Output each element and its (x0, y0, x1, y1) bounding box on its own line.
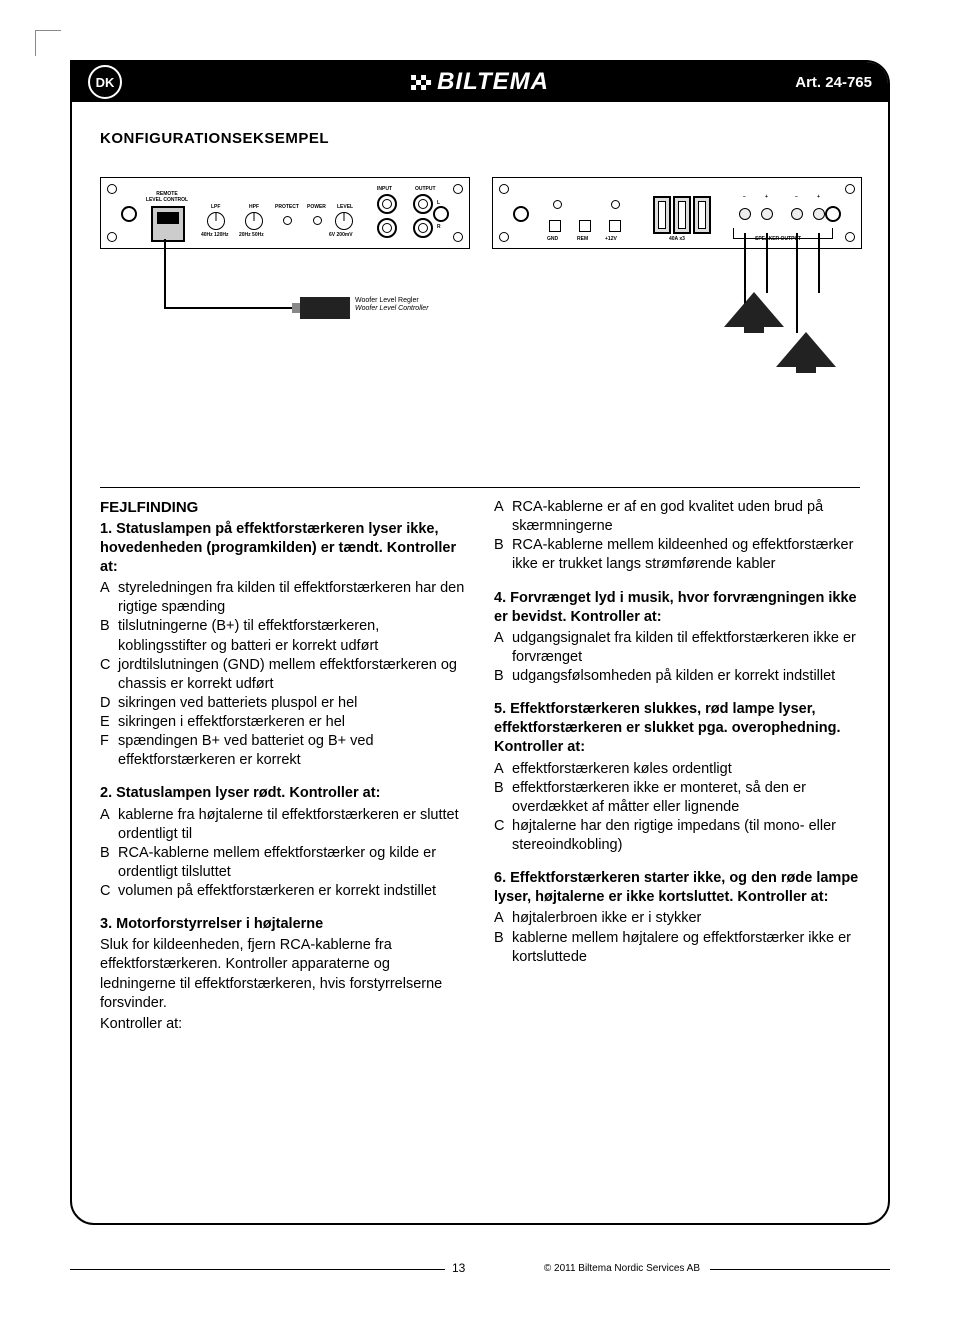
list-item: Cjordtilslutningen (GND) mellem effektfo… (100, 656, 466, 694)
wire-icon (796, 233, 798, 333)
lpf-knob-icon (207, 212, 225, 230)
protect-label: PROTECT (275, 204, 299, 210)
cable-icon (164, 307, 294, 309)
left-column: FEJLFINDING 1. Statuslampen på effektfor… (100, 498, 466, 1036)
power-label: POWER (307, 204, 326, 210)
page: DK BILTEMA Art. 24-765 KONFIGURATIONSEKS… (0, 0, 960, 1325)
language-badge: DK (88, 65, 122, 99)
gnd-label: GND (547, 236, 558, 242)
polarity-minus: − (743, 194, 746, 200)
brand-text: BILTEMA (437, 68, 549, 96)
v12-terminal-icon (609, 220, 621, 232)
speaker-icon (766, 327, 846, 377)
fuse-icon (693, 196, 711, 234)
hpf-range: 20Hz 50Hz (239, 232, 264, 238)
polarity-minus: − (795, 194, 798, 200)
two-column-text: FEJLFINDING 1. Statuslampen på effektfor… (100, 498, 860, 1036)
wire-icon (766, 233, 768, 293)
r-label: R (437, 224, 441, 230)
right-column: ARCA-kablerne er af en god kvalitet uden… (494, 498, 860, 1036)
section-5-intro: 5. Effektforstærkeren slukkes, rød lampe… (494, 700, 860, 757)
divider-line (100, 487, 860, 488)
page-number: 13 (452, 1261, 465, 1275)
rca-input-r-icon (377, 218, 397, 238)
remote-label: REMOTE LEVEL CONTROL (137, 192, 197, 203)
list-item: BRCA-kablerne mellem effektforstærker og… (100, 844, 466, 882)
list-item: BRCA-kablerne mellem kildeenhed og effek… (494, 536, 860, 574)
rem-label: REM (577, 236, 588, 242)
front-panel: REMOTE LEVEL CONTROL LPF 40Hz 120Hz HPF … (100, 177, 470, 249)
fuse-icon (653, 196, 671, 234)
hpf-knob-icon (245, 212, 263, 230)
gnd-terminal-icon (549, 220, 561, 232)
list-item: Chøjtalerne har den rigtige impedans (ti… (494, 817, 860, 855)
checker-icon (411, 75, 431, 90)
l-label: L (437, 200, 440, 206)
wire-icon (818, 233, 820, 293)
article-number: Art. 24-765 (795, 74, 872, 91)
rca-output-r-icon (413, 218, 433, 238)
level-label: LEVEL (337, 204, 353, 210)
lpf-range: 40Hz 120Hz (201, 232, 229, 238)
list-item: Aeffektforstærkeren køles ordentligt (494, 760, 860, 779)
power-led-icon (313, 216, 322, 225)
copyright-text: © 2011 Biltema Nordic Services AB (544, 1263, 700, 1274)
list-item: ARCA-kablerne er af en god kvalitet uden… (494, 498, 860, 536)
troubleshooting-heading: FEJLFINDING (100, 498, 466, 518)
section-1-intro: 1. Statuslampen på effektforstærkeren ly… (100, 520, 466, 577)
crop-mark (35, 30, 61, 56)
list-item: Astyreledningen fra kilden til effektfor… (100, 579, 466, 617)
article-prefix: Art. (795, 74, 821, 91)
page-footer: 13 © 2011 Biltema Nordic Services AB (70, 1262, 890, 1277)
cable-icon (164, 239, 166, 309)
rca-output-l-icon (413, 194, 433, 214)
controller-icon (300, 297, 350, 319)
content-area: KONFIGURATIONSEKSEMPEL REMOTE LEVEL CONT… (72, 102, 888, 1036)
list-item: Ahøjtalerbroen ikke er i stykker (494, 909, 860, 928)
content-frame: DK BILTEMA Art. 24-765 KONFIGURATIONSEKS… (70, 60, 890, 1225)
article-num: 24-765 (825, 74, 872, 91)
section-6-intro: 6. Effektforstærkeren starter ikke, og d… (494, 869, 860, 907)
rem-terminal-icon (579, 220, 591, 232)
protect-led-icon (283, 216, 292, 225)
level-range: 6V 200mV (329, 232, 353, 238)
list-item: Bkablerne mellem højtalere og effektfors… (494, 929, 860, 967)
rear-panel: GND REM +12V 40A x3 − + − + (492, 177, 862, 249)
section-4-intro: 4. Forvrænget lyd i musik, hvor forvræng… (494, 589, 860, 627)
lpf-label: LPF (211, 204, 220, 210)
input-label: INPUT (377, 186, 392, 192)
output-label: OUTPUT (415, 186, 436, 192)
list-item: Budgangsfølsomheden på kilden er korrekt… (494, 667, 860, 686)
fuse-icon (673, 196, 691, 234)
list-item: Akablerne fra højtalerne til effektforst… (100, 806, 466, 844)
polarity-plus: + (765, 194, 768, 200)
brand-logo: BILTEMA (411, 68, 549, 96)
rca-input-l-icon (377, 194, 397, 214)
section-3-body: Sluk for kildeenheden, fjern RCA-kablern… (100, 936, 466, 1013)
configuration-diagram: REMOTE LEVEL CONTROL LPF 40Hz 120Hz HPF … (100, 177, 860, 417)
list-item: Cvolumen på effektforstærkeren er korrek… (100, 882, 466, 901)
list-item: Btilslutningerne (B+) til effektforstærk… (100, 617, 466, 655)
v12-label: +12V (605, 236, 617, 242)
hpf-label: HPF (249, 204, 259, 210)
fuse-label: 40A x3 (669, 236, 685, 242)
section-heading: KONFIGURATIONSEKSEMPEL (100, 130, 860, 147)
list-item: Audgangsignalet fra kilden til effektfor… (494, 629, 860, 667)
list-item: Dsikringen ved batteriets pluspol er hel (100, 694, 466, 713)
controller-label: Woofer Level Regler Woofer Level Control… (355, 297, 429, 314)
header-bar: DK BILTEMA Art. 24-765 (72, 62, 888, 102)
list-item: Fspændingen B+ ved batteriet og B+ ved e… (100, 732, 466, 770)
section-3-intro: 3. Motorforstyrrelser i højtalerne (100, 915, 466, 934)
section-2-intro: 2. Statuslampen lyser rødt. Kontroller a… (100, 784, 466, 803)
rj45-port-icon (151, 206, 185, 242)
polarity-plus: + (817, 194, 820, 200)
section-3-check: Kontroller at: (100, 1015, 466, 1034)
list-item: Esikringen i effektforstærkeren er hel (100, 713, 466, 732)
list-item: Beffektforstærkeren ikke er monteret, så… (494, 779, 860, 817)
level-knob-icon (335, 212, 353, 230)
